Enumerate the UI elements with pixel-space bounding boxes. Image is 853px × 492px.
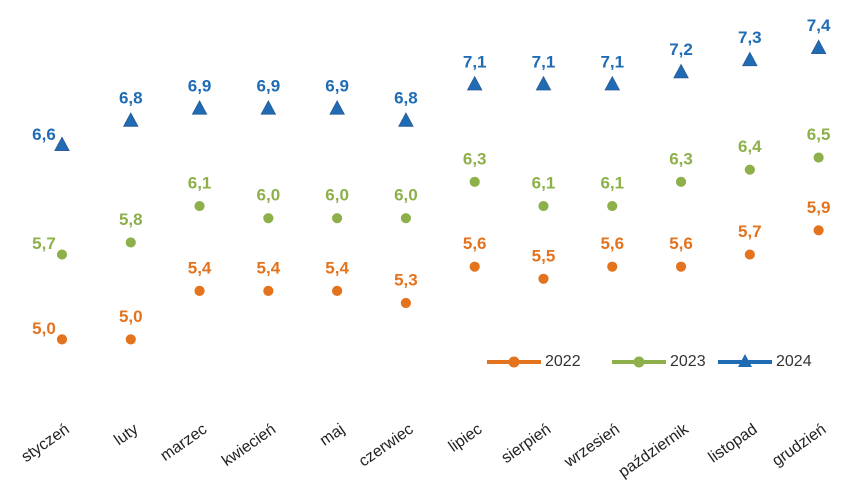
point xyxy=(122,112,139,127)
value-label: 6,6 xyxy=(32,125,56,144)
x-tick-label: październik xyxy=(616,420,693,481)
value-label: 5,0 xyxy=(32,319,56,338)
value-label: 7,3 xyxy=(738,28,762,47)
point xyxy=(331,212,344,225)
value-label: 6,3 xyxy=(463,149,487,168)
point xyxy=(468,175,481,188)
point xyxy=(260,100,277,115)
point xyxy=(56,333,68,346)
value-label: 6,1 xyxy=(188,174,212,193)
value-label: 5,3 xyxy=(394,271,418,290)
point xyxy=(262,212,275,225)
point xyxy=(812,224,825,237)
x-tick-label: wrzesień xyxy=(561,421,623,472)
value-label: 5,5 xyxy=(532,246,556,265)
value-label: 6,4 xyxy=(738,137,762,156)
point xyxy=(400,212,412,225)
point xyxy=(606,200,619,212)
point xyxy=(124,333,137,346)
value-label: 5,7 xyxy=(32,234,56,253)
point xyxy=(193,200,206,212)
point xyxy=(535,75,552,91)
point xyxy=(537,200,550,212)
value-label: 7,2 xyxy=(669,40,693,59)
value-label: 5,8 xyxy=(119,210,143,229)
x-tick-label: maj xyxy=(317,421,348,450)
point xyxy=(56,248,68,261)
value-label: 7,4 xyxy=(807,16,831,35)
value-label: 6,0 xyxy=(257,186,281,205)
point xyxy=(675,175,687,188)
point xyxy=(675,260,687,273)
x-tick-label: listopad xyxy=(706,421,761,467)
value-label: 5,7 xyxy=(738,222,762,241)
point xyxy=(54,136,70,151)
legend-marker xyxy=(738,354,752,367)
value-label: 7,1 xyxy=(600,52,624,71)
point xyxy=(741,51,758,67)
point xyxy=(743,248,756,261)
x-tick-label: grudzień xyxy=(769,421,829,470)
point xyxy=(400,297,412,309)
legend-label: 2022 xyxy=(545,353,581,370)
point xyxy=(537,272,550,285)
value-label: 5,4 xyxy=(325,258,349,277)
value-label: 5,9 xyxy=(807,198,831,217)
x-tick-label: lipiec xyxy=(446,421,486,456)
value-label: 5,6 xyxy=(600,234,624,253)
value-label: 7,1 xyxy=(532,52,556,71)
legend-label: 2024 xyxy=(776,353,812,370)
value-label: 6,9 xyxy=(325,77,349,96)
value-label: 6,1 xyxy=(600,174,624,193)
value-label: 5,0 xyxy=(119,307,143,326)
point xyxy=(810,39,827,54)
x-tick-label: kwiecień xyxy=(219,421,279,470)
value-label: 7,1 xyxy=(463,52,487,71)
point xyxy=(606,260,619,273)
point xyxy=(191,100,208,115)
point xyxy=(468,260,481,273)
x-tick-label: sierpień xyxy=(499,421,555,467)
value-label: 6,0 xyxy=(325,186,349,205)
x-tick-label: luty xyxy=(111,421,141,449)
value-label: 6,9 xyxy=(257,77,281,96)
x-tick-label: styczeń xyxy=(19,421,73,466)
value-label: 5,4 xyxy=(257,258,281,277)
legend-marker xyxy=(508,356,520,368)
point xyxy=(398,112,414,127)
value-label: 6,8 xyxy=(119,89,143,108)
point xyxy=(329,100,345,115)
value-label: 6,9 xyxy=(188,77,212,96)
point xyxy=(331,285,344,297)
point xyxy=(466,75,483,91)
legend-marker xyxy=(633,356,645,368)
value-label: 6,3 xyxy=(669,149,693,168)
legend-label: 2023 xyxy=(670,353,706,370)
x-tick-label: marzec xyxy=(158,421,211,465)
point xyxy=(673,63,689,79)
point xyxy=(743,163,756,176)
value-label: 5,6 xyxy=(669,234,693,253)
point xyxy=(262,285,275,297)
x-tick-label: czerwiec xyxy=(356,421,417,471)
point xyxy=(193,285,206,297)
value-label: 5,6 xyxy=(463,234,487,253)
value-label: 6,8 xyxy=(394,89,418,108)
point xyxy=(124,236,137,249)
value-label: 6,1 xyxy=(532,174,556,193)
point xyxy=(604,75,621,91)
value-label: 6,0 xyxy=(394,186,418,205)
point xyxy=(812,151,825,164)
value-label: 5,4 xyxy=(188,258,212,277)
value-label: 6,5 xyxy=(807,125,831,144)
